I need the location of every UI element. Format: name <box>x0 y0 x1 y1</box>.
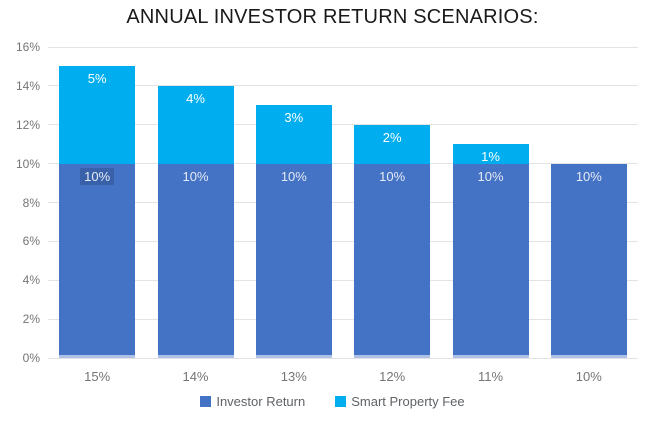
legend-item-investor-return[interactable]: Investor Return <box>200 394 305 409</box>
gridline-8 <box>48 202 638 203</box>
segment-smart-property-fee[interactable]: 3% <box>255 105 332 164</box>
segment-smart-property-fee[interactable]: 5% <box>59 66 136 164</box>
x-axis-category-label-10: 10% <box>575 369 602 384</box>
data-label-investor-return: 10% <box>575 168 602 184</box>
legend-swatch-icon <box>335 396 347 407</box>
gridline-10 <box>48 163 638 165</box>
y-axis-tick-label-12: 12% <box>15 117 40 132</box>
legend-swatch-icon <box>200 396 212 407</box>
x-axis-category-label-11: 11% <box>477 369 504 384</box>
chart-title: ANNUAL INVESTOR RETURN SCENARIOS: <box>126 6 539 28</box>
segment-investor-return[interactable]: 10% <box>255 163 332 358</box>
bar-base-stripe <box>550 355 627 358</box>
bar-base-stripe <box>354 355 431 358</box>
legend: Investor Return Smart Property Fee <box>0 394 665 409</box>
y-axis-tick-label-6: 6% <box>22 234 40 249</box>
y-axis-tick-label-4: 4% <box>22 273 40 288</box>
bar-scenario-12: 10% 2% <box>354 47 431 358</box>
bar-scenario-11: 10% 1% <box>452 47 529 358</box>
data-label-investor-return: 10% <box>182 168 209 184</box>
x-axis-category-label-14: 14% <box>182 369 209 384</box>
bar-scenario-14: 10% 4% <box>157 47 234 358</box>
bar-scenario-15: 10% 5% <box>59 47 136 358</box>
bar-base-stripe <box>157 355 234 358</box>
gridline-16 <box>48 46 638 48</box>
segment-investor-return[interactable]: 10% <box>59 163 136 358</box>
segment-smart-property-fee[interactable]: 1% <box>452 144 529 165</box>
gridline-4 <box>48 279 638 281</box>
x-axis-category-label-15: 15% <box>84 369 111 384</box>
plot-area: 10% 5% 10% 4% 10% 3% 10% 2% 10% 1% 10% <box>48 46 638 359</box>
data-label-smart-property-fee: 3% <box>284 110 304 126</box>
legend-item-label: Investor Return <box>216 394 306 409</box>
data-label-smart-property-fee: 5% <box>87 71 107 87</box>
y-axis-tick-label-16: 16% <box>15 40 40 54</box>
segment-investor-return[interactable]: 10% <box>157 163 234 358</box>
bar-scenario-10: 10% <box>550 47 627 358</box>
x-axis-category-label-13: 13% <box>280 369 307 384</box>
gridline-14 <box>48 85 638 87</box>
legend-item-smart-property-fee[interactable]: Smart Property Fee <box>335 394 465 409</box>
y-axis-tick-label-8: 8% <box>22 195 40 210</box>
data-label-investor-return: 10% <box>379 168 406 184</box>
gridline-12 <box>48 124 638 126</box>
data-label-smart-property-fee: 1% <box>481 149 500 165</box>
segment-smart-property-fee[interactable]: 2% <box>354 124 431 164</box>
bar-base-stripe <box>452 355 529 358</box>
bar-base-stripe <box>255 355 332 358</box>
gridline-0 <box>48 357 638 359</box>
y-axis-tick-label-2: 2% <box>22 312 40 327</box>
data-label-investor-return: 10% <box>477 168 504 184</box>
bar-base-stripe <box>59 355 136 358</box>
segment-smart-property-fee[interactable]: 4% <box>157 85 234 164</box>
y-axis-tick-label-14: 14% <box>15 78 40 93</box>
data-label-investor-return: 10% <box>280 168 307 184</box>
y-axis-tick-label-10: 10% <box>15 156 40 171</box>
segment-investor-return[interactable]: 10% <box>354 163 431 358</box>
segment-investor-return[interactable]: 10% <box>550 163 627 358</box>
gridline-2 <box>48 318 638 320</box>
data-label-smart-property-fee: 2% <box>382 129 402 145</box>
segment-investor-return[interactable]: 10% <box>452 163 529 358</box>
legend-item-label: Smart Property Fee <box>351 394 465 409</box>
data-label-investor-return-selected: 10% <box>59 167 135 185</box>
y-axis-tick-label-0: 0% <box>22 351 40 365</box>
bar-scenario-13: 10% 3% <box>255 47 332 358</box>
data-label-smart-property-fee: 4% <box>186 90 205 106</box>
x-axis-category-label-12: 12% <box>379 369 406 384</box>
gridline-6 <box>48 240 638 242</box>
